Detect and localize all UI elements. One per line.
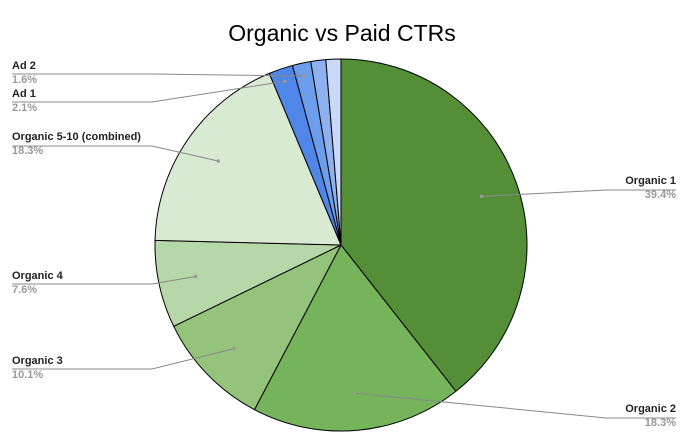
leader-dot-organic-1 bbox=[479, 194, 484, 199]
slice-value-organic-4: 7.6% bbox=[12, 284, 37, 296]
leader-line-organic-3 bbox=[12, 348, 235, 370]
chart-title: Organic vs Paid CTRs bbox=[228, 20, 456, 46]
pie-slice-organic-1 bbox=[340, 58, 528, 392]
leader-line-organic-1 bbox=[481, 189, 676, 197]
slice-value-organic-3: 10.1% bbox=[12, 369, 43, 381]
leader-dot-ad-1 bbox=[283, 79, 287, 84]
slice-value-organic-1: 39.4% bbox=[645, 189, 676, 201]
slice-value-ad-2: 1.6% bbox=[12, 74, 37, 86]
leader-line-ad-2 bbox=[12, 73, 305, 77]
pie-slice-organic-5-10-combined bbox=[154, 72, 342, 246]
slice-label-organic-1: Organic 1 bbox=[625, 175, 676, 187]
pie-slice-organic-2 bbox=[253, 244, 457, 432]
leader-line-organic-2 bbox=[354, 392, 676, 419]
leader-line-organic-5-10-combined bbox=[12, 145, 219, 162]
leader-line-organic-4 bbox=[12, 276, 196, 285]
leader-dot-organic-3 bbox=[232, 346, 236, 351]
slice-label-organic-2: Organic 2 bbox=[625, 403, 676, 415]
leader-dot-organic-4 bbox=[193, 274, 198, 279]
slices-layer bbox=[154, 58, 528, 432]
slice-value-organic-5-10-combined: 18.3% bbox=[12, 145, 43, 157]
slice-value-ad-1: 2.1% bbox=[12, 102, 37, 114]
slice-label-organic-4: Organic 4 bbox=[12, 270, 64, 282]
leader-dot-organic-2 bbox=[352, 391, 357, 396]
slice-label-organic-3: Organic 3 bbox=[12, 355, 63, 367]
leader-line-ad-1 bbox=[12, 80, 286, 103]
slice-label-organic-5-10-combined: Organic 5-10 (combined) bbox=[12, 131, 141, 143]
labels-layer: Organic 1 39.4% Organic 2 18.3% Organic 3 10.… bbox=[12, 60, 676, 429]
slice-label-ad-2: Ad 2 bbox=[12, 60, 36, 72]
leader-dot-ad-2 bbox=[302, 74, 307, 78]
slice-value-organic-2: 18.3% bbox=[645, 417, 676, 429]
pie-slice-unlabeled-8 bbox=[325, 58, 342, 246]
pie-slice-organic-3 bbox=[173, 244, 342, 411]
slice-label-ad-1: Ad 1 bbox=[12, 88, 36, 100]
leader-dot-organic-5-10-combined bbox=[216, 159, 220, 163]
